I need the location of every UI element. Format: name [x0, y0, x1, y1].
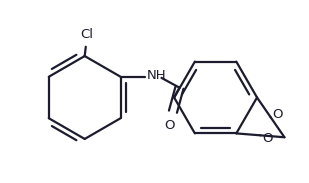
Text: O: O	[164, 119, 175, 132]
Text: O: O	[273, 108, 283, 121]
Text: NH: NH	[147, 69, 166, 82]
Text: Cl: Cl	[80, 28, 93, 41]
Text: O: O	[262, 132, 273, 145]
